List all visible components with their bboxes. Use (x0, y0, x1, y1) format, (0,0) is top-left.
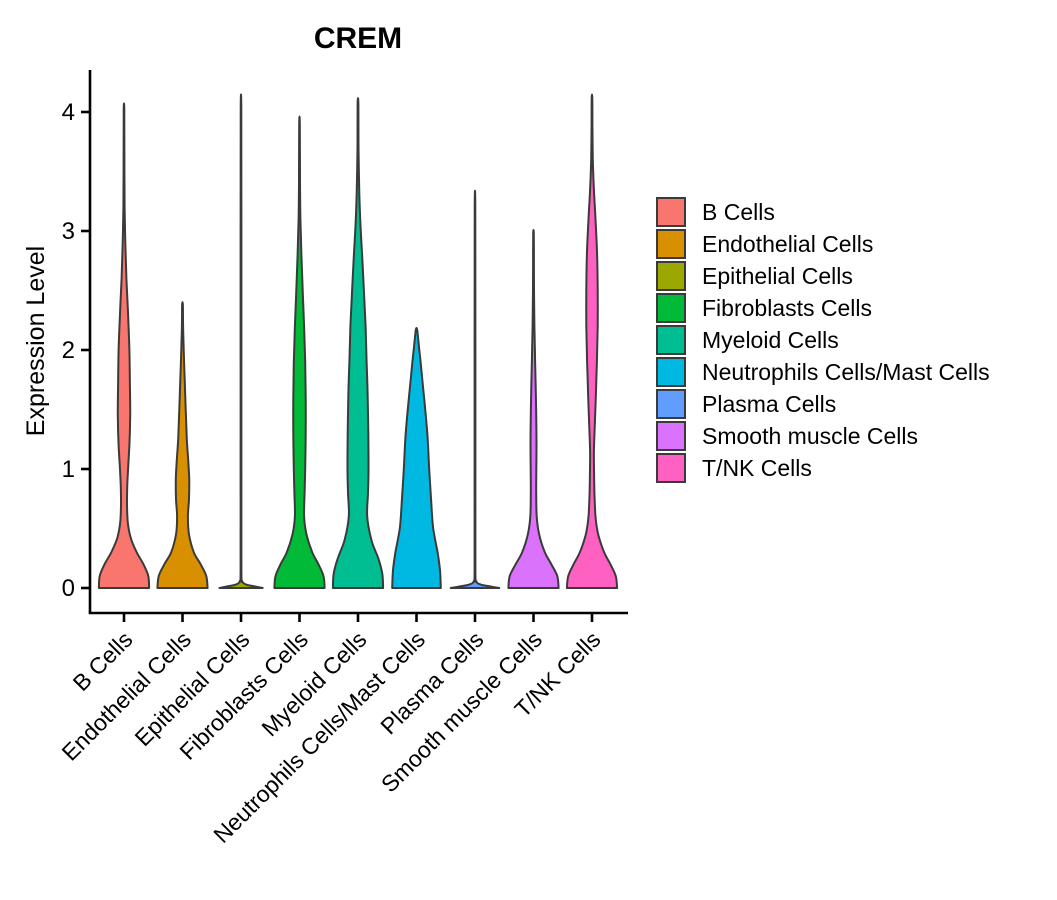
legend-swatch-b-cells (655, 196, 687, 228)
legend-item-fibroblasts-cells: Fibroblasts Cells (655, 292, 990, 324)
violin-plasma-cells (449, 189, 501, 589)
violin-t-nk-cells (565, 93, 619, 589)
legend-swatch-fibroblasts-cells (655, 292, 687, 324)
y-tick-label: 2 (62, 337, 75, 364)
legend-label: Epithelial Cells (702, 262, 853, 289)
chart-title: CREM (314, 22, 402, 55)
legend-item-smooth-muscle-cells: Smooth muscle Cells (655, 420, 990, 452)
violin-endothelial-cells (156, 301, 209, 589)
legend-label: Smooth muscle Cells (702, 422, 919, 449)
violin-smooth-muscle-cells (507, 228, 560, 589)
legend-label: B Cells (702, 198, 775, 225)
legend-swatch-tnk-cells (655, 452, 687, 484)
violin-fibroblasts-cells (273, 115, 326, 589)
legend: B Cells Endothelial Cells Epithelial Cel… (655, 196, 990, 484)
legend-label: Neutrophils Cells/Mast Cells (702, 358, 990, 385)
legend-swatch-endothelial-cells (655, 228, 687, 260)
legend-item-b-cells: B Cells (655, 196, 990, 228)
violin-neutrophils-cells-mast-cells (391, 327, 442, 589)
legend-item-epithelial-cells: Epithelial Cells (655, 260, 990, 292)
violin-b-cells (97, 102, 151, 589)
violin-myeloid-cells (331, 97, 385, 589)
y-tick-label: 1 (62, 456, 75, 483)
legend-item-tnk-cells: T/NK Cells (655, 452, 990, 484)
legend-item-myeloid-cells: Myeloid Cells (655, 324, 990, 356)
legend-label: Endothelial Cells (702, 230, 874, 257)
legend-item-endothelial-cells: Endothelial Cells (655, 228, 990, 260)
legend-label: Fibroblasts Cells (702, 294, 872, 321)
y-tick-label: 4 (62, 99, 75, 126)
violins-group (97, 93, 619, 589)
violin-epithelial-cells (218, 93, 264, 589)
legend-swatch-epithelial-cells (655, 260, 687, 292)
legend-swatch-myeloid-cells (655, 324, 687, 356)
legend-item-plasma-cells: Plasma Cells (655, 388, 990, 420)
legend-label: Plasma Cells (702, 390, 837, 417)
y-tick-label: 3 (62, 218, 75, 245)
y-axis-title: Expression Level (22, 246, 50, 436)
legend-label: T/NK Cells (702, 454, 812, 481)
legend-swatch-plasma-cells (655, 388, 687, 420)
legend-item-neutrophils-mast-cells: Neutrophils Cells/Mast Cells (655, 356, 990, 388)
legend-label: Myeloid Cells (702, 326, 839, 353)
legend-swatch-neutrophils-mast-cells (655, 356, 687, 388)
y-tick-label: 0 (62, 575, 75, 602)
legend-swatch-smooth-muscle-cells (655, 420, 687, 452)
